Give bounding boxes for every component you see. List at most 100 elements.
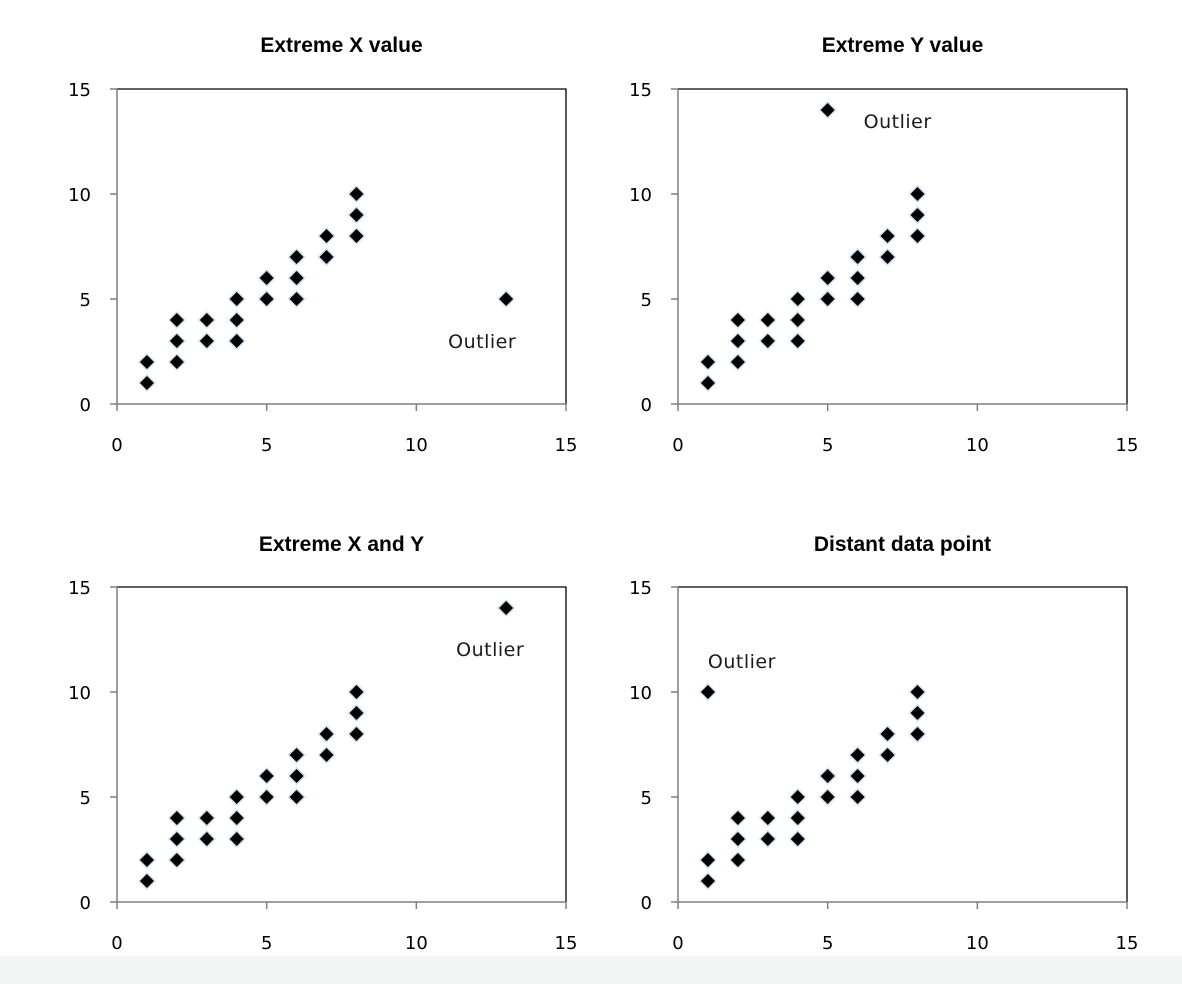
x-tick-label: 5 — [261, 933, 272, 954]
data-point — [227, 311, 246, 329]
y-tick-label: 10 — [629, 185, 652, 206]
data-point — [287, 746, 306, 764]
data-point — [347, 725, 366, 743]
data-point — [698, 683, 717, 701]
outlier-annotation: Outlier — [708, 651, 776, 673]
data-point — [818, 269, 837, 287]
data-point — [908, 683, 927, 701]
x-tick-label: 15 — [1116, 933, 1139, 954]
data-point-marker — [229, 313, 244, 327]
y-tick-label: 5 — [80, 788, 91, 809]
x-tick-label: 10 — [966, 435, 989, 456]
data-point-marker — [349, 685, 364, 699]
data-point — [788, 830, 807, 848]
y-tick-label: 0 — [641, 893, 652, 914]
data-point-marker — [790, 832, 805, 846]
data-point — [908, 725, 927, 743]
data-point — [728, 809, 747, 827]
data-point-marker — [760, 334, 775, 348]
data-point-marker — [499, 292, 514, 306]
data-point-marker — [199, 313, 214, 327]
data-point-marker — [169, 832, 184, 846]
data-point — [227, 788, 246, 806]
data-point-marker — [199, 811, 214, 825]
data-point — [347, 683, 366, 701]
data-point-marker — [199, 334, 214, 348]
data-point — [257, 767, 276, 785]
data-point-marker — [850, 292, 865, 306]
data-point-marker — [499, 601, 514, 615]
data-point — [908, 185, 927, 203]
y-tick-label: 0 — [641, 395, 652, 416]
data-point — [788, 332, 807, 350]
data-point-marker — [700, 355, 715, 369]
y-tick-label: 15 — [68, 80, 91, 101]
data-point-marker — [730, 811, 745, 825]
data-point-marker — [259, 271, 274, 285]
data-point-marker — [229, 334, 244, 348]
data-point — [317, 746, 336, 764]
data-point-marker — [760, 313, 775, 327]
data-point-marker — [730, 853, 745, 867]
data-point — [908, 227, 927, 245]
data-point — [878, 227, 897, 245]
chart-panel-2: Extreme Y value 0 5 10 15 0 5 10 15 Outlier — [629, 34, 1138, 456]
y-tick-label: 10 — [68, 683, 91, 704]
data-point-marker — [259, 292, 274, 306]
data-point — [227, 809, 246, 827]
data-point-marker — [289, 292, 304, 306]
data-point-marker — [820, 103, 835, 117]
data-point-marker — [820, 292, 835, 306]
data-point — [848, 788, 867, 806]
bottom-band — [0, 956, 1182, 984]
data-point-marker — [229, 292, 244, 306]
data-point — [848, 290, 867, 308]
data-point-marker — [790, 313, 805, 327]
data-point — [317, 227, 336, 245]
x-tick-label: 0 — [111, 933, 122, 954]
data-point — [287, 290, 306, 308]
data-point — [287, 788, 306, 806]
data-point-marker — [820, 790, 835, 804]
data-point — [728, 332, 747, 350]
data-point — [497, 290, 516, 308]
chart-title: Distant data point — [814, 533, 991, 556]
data-point — [257, 788, 276, 806]
data-point-marker — [850, 271, 865, 285]
data-point-marker — [319, 727, 334, 741]
y-tick-label: 10 — [68, 185, 91, 206]
data-point-marker — [229, 790, 244, 804]
x-tick-label: 0 — [672, 435, 683, 456]
data-point — [197, 311, 216, 329]
data-point-marker — [259, 790, 274, 804]
data-point — [137, 374, 156, 392]
data-point — [257, 269, 276, 287]
data-point-marker — [289, 250, 304, 264]
x-tick-label: 0 — [672, 933, 683, 954]
data-point — [758, 311, 777, 329]
data-point-marker — [820, 769, 835, 783]
data-point-marker — [730, 832, 745, 846]
data-point — [788, 311, 807, 329]
data-point-marker — [349, 706, 364, 720]
data-point-marker — [760, 811, 775, 825]
data-point-marker — [790, 334, 805, 348]
x-tick-label: 15 — [555, 933, 578, 954]
data-point-marker — [910, 187, 925, 201]
data-point — [818, 290, 837, 308]
data-point-marker — [199, 832, 214, 846]
data-point-marker — [760, 832, 775, 846]
x-tick-label: 5 — [261, 435, 272, 456]
data-point — [788, 788, 807, 806]
data-point-marker — [319, 748, 334, 762]
y-tick-label: 0 — [80, 893, 91, 914]
x-tick-label: 15 — [1116, 435, 1139, 456]
y-tick-label: 15 — [629, 80, 652, 101]
data-point — [347, 206, 366, 224]
data-point-marker — [880, 229, 895, 243]
data-point — [788, 809, 807, 827]
data-point — [287, 269, 306, 287]
data-point-marker — [700, 685, 715, 699]
data-point — [347, 704, 366, 722]
data-point — [878, 746, 897, 764]
